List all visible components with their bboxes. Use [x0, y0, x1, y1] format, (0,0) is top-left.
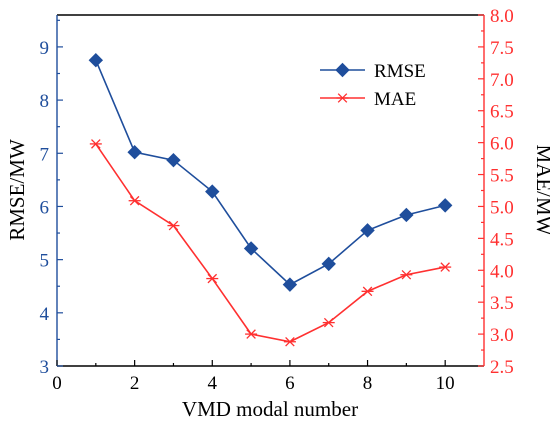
right-tick-label: 3.5 [490, 293, 514, 314]
x-tick-label: 0 [52, 373, 62, 394]
right-axis-title: MAE/MW [532, 145, 550, 236]
left-axis-title: RMSE/MW [5, 139, 29, 241]
x-tick-label: 2 [130, 373, 140, 394]
legend-mae-label: MAE [374, 89, 416, 110]
asterisk-stroke [168, 220, 179, 231]
right-tick-label: 3.0 [490, 325, 514, 346]
asterisk-stroke [285, 336, 295, 347]
legend-rmse-marker [335, 62, 350, 78]
x-axis-title: VMD modal number [182, 397, 358, 421]
left-tick-label: 6 [40, 197, 50, 218]
asterisk-stroke [91, 139, 101, 149]
right-tick-label: 4.0 [490, 261, 514, 282]
mae-point [206, 273, 219, 284]
left-tick-label: 5 [40, 251, 50, 272]
x-tick-label: 4 [208, 373, 218, 394]
mae-point [322, 317, 335, 328]
right-tick-label: 7.0 [490, 70, 514, 91]
rmse-point [88, 52, 104, 68]
left-tick-label: 3 [40, 357, 50, 378]
rmse-point [282, 277, 298, 292]
mae-point [400, 269, 413, 280]
asterisk-stroke [129, 195, 140, 206]
asterisk-stroke [337, 93, 348, 103]
legend-mae-marker [336, 93, 349, 103]
mae-point [89, 139, 102, 149]
rmse-point [243, 241, 259, 256]
left-tick-label: 4 [40, 304, 50, 325]
rmse-point [321, 256, 336, 272]
mae-point [128, 195, 141, 206]
right-tick-label: 6.5 [490, 102, 514, 123]
series-layer [88, 52, 453, 347]
right-tick-label: 2.5 [490, 357, 514, 378]
rmse-point [205, 184, 220, 199]
right-tick-label: 6.0 [490, 134, 514, 155]
asterisk-stroke [362, 286, 373, 297]
legend-rmse-label: RMSE [374, 61, 426, 82]
rmse-series-line [95, 59, 446, 286]
right-axis-ticks: 2.5 3.0 3.5 4.0 4.5 5.0 5.5 6.0 6.5 7.0 7.5 8.0 [478, 6, 514, 378]
mae-series-line [95, 143, 446, 343]
mae-point [283, 336, 296, 347]
mae-point [361, 286, 374, 297]
left-tick-label: 7 [40, 144, 50, 165]
rmse-point [166, 152, 181, 168]
x-tick-label: 10 [436, 373, 455, 394]
left-tick-label: 8 [40, 91, 50, 112]
mae-point [245, 329, 258, 339]
rmse-point [127, 145, 142, 160]
legend: RMSE MAE [320, 61, 426, 110]
x-tick-label: 8 [363, 373, 373, 394]
left-axis-ticks: 3 4 5 6 7 8 9 [40, 19, 63, 378]
rmse-point [399, 207, 414, 223]
mae-point [439, 262, 452, 272]
rmse-point [437, 198, 453, 213]
rmse-point [360, 223, 375, 238]
asterisk-stroke [246, 329, 256, 339]
asterisk-stroke [323, 317, 334, 328]
asterisk-stroke [440, 262, 450, 272]
left-tick-label: 9 [40, 38, 50, 59]
right-tick-label: 5.0 [490, 197, 514, 218]
right-tick-label: 4.5 [490, 229, 514, 250]
asterisk-stroke [401, 269, 412, 280]
mae-point [167, 220, 180, 231]
asterisk-stroke [207, 273, 218, 284]
right-tick-label: 8.0 [490, 6, 514, 27]
right-tick-label: 5.5 [490, 166, 514, 187]
x-axis-ticks: 0 2 4 6 8 10 [52, 360, 455, 394]
x-tick-label: 6 [285, 373, 295, 394]
right-tick-label: 7.5 [490, 38, 514, 59]
